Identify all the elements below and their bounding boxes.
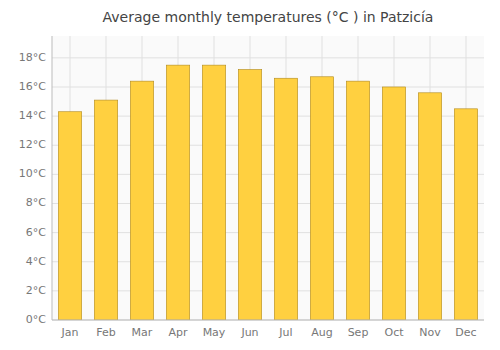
bar <box>130 81 153 320</box>
axes: 0°C 2°C 4°C 6°C 8°C 10°C 12°C 14°C 16°C 18°C Jan Fe… <box>19 36 484 339</box>
x-tick-label: Dec <box>455 326 476 339</box>
plot-background <box>52 36 484 320</box>
y-tick-label: 12°C <box>19 138 46 151</box>
x-tick-label: Jun <box>240 326 258 339</box>
bar <box>94 100 117 320</box>
y-axis-line <box>52 36 53 320</box>
x-tick-label: Jan <box>61 326 79 339</box>
y-tick-label: 14°C <box>19 109 46 122</box>
x-tick-label: Nov <box>419 326 441 339</box>
y-tick-label: 18°C <box>19 51 46 64</box>
chart-title: Average monthly temperatures (°C ) in Pa… <box>103 9 434 25</box>
y-grid-line <box>52 320 484 321</box>
x-tick-label: Sep <box>348 326 369 339</box>
chart-svg: 0°C 2°C 4°C 6°C 8°C 10°C 12°C 14°C 16°C 18°C Jan Fe… <box>0 0 500 350</box>
x-tick-label: Apr <box>168 326 188 339</box>
y-grid-line <box>52 57 484 58</box>
y-tick-label: 6°C <box>26 226 46 239</box>
bar <box>274 78 297 320</box>
bar <box>310 77 333 320</box>
y-tick-label: 8°C <box>26 196 46 209</box>
bar <box>418 93 441 320</box>
y-tick-label: 10°C <box>19 167 46 180</box>
bar <box>454 109 477 320</box>
x-tick-label: Jul <box>278 326 292 339</box>
y-tick-label: 0°C <box>26 313 46 326</box>
bars <box>58 65 477 320</box>
bar <box>382 87 405 320</box>
x-tick-label: May <box>203 326 226 339</box>
bar <box>346 81 369 320</box>
x-tick-label: Aug <box>311 326 332 339</box>
grid <box>52 36 484 320</box>
y-tick-label: 4°C <box>26 255 46 268</box>
bar <box>58 112 81 320</box>
bar <box>166 65 189 320</box>
y-grid-line <box>52 86 484 87</box>
x-tick-label: Mar <box>132 326 153 339</box>
x-tick-label: Feb <box>96 326 115 339</box>
x-tick-label: Oct <box>384 326 404 339</box>
chart-container: 0°C 2°C 4°C 6°C 8°C 10°C 12°C 14°C 16°C 18°C Jan Fe… <box>0 0 500 350</box>
y-tick-label: 16°C <box>19 80 46 93</box>
bar <box>238 69 261 320</box>
x-axis-line <box>52 320 484 321</box>
bar <box>202 65 225 320</box>
y-tick-label: 2°C <box>26 284 46 297</box>
